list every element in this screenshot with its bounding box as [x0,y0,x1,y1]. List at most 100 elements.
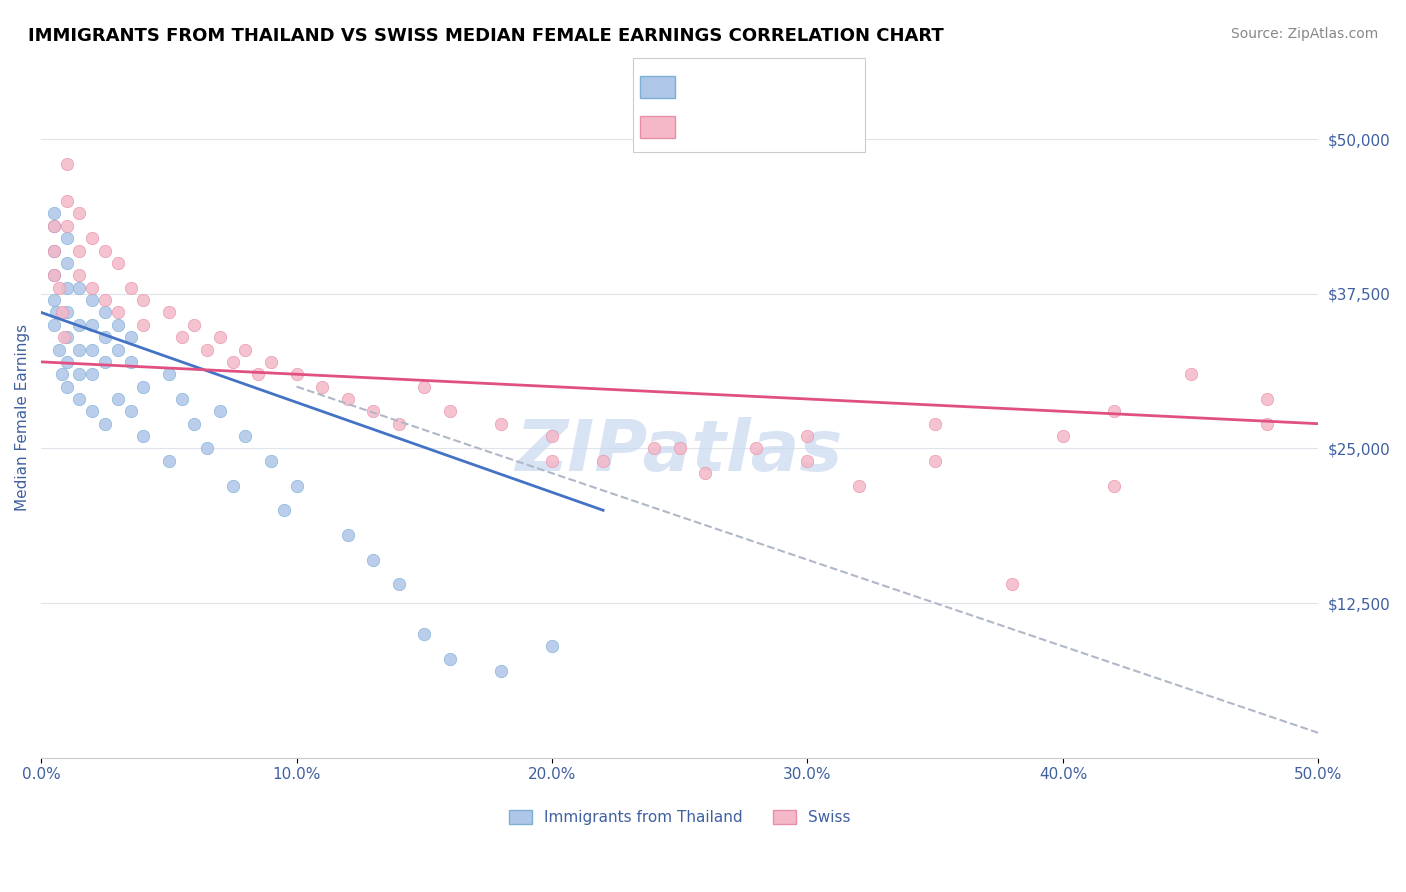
Text: ZIPatlas: ZIPatlas [516,417,844,486]
Point [1180,368,1202,382]
Point [1256,392,1278,406]
Point [107,305,129,319]
Point [82,231,104,245]
Point [94,417,117,431]
Text: R =: R = [685,114,721,132]
Text: 56: 56 [820,74,842,92]
Point [48,343,70,357]
Point [42,293,65,307]
Point [388,577,411,591]
Point [82,318,104,332]
Point [45,305,67,319]
Text: R =: R = [685,74,721,92]
Point [848,478,870,492]
Point [489,417,512,431]
Point [94,244,117,258]
Point [413,627,436,641]
Point [222,478,245,492]
Point [183,318,205,332]
Point [82,281,104,295]
Point [170,330,193,344]
Point [42,318,65,332]
Text: N =: N = [787,74,824,92]
Point [82,404,104,418]
Point [222,355,245,369]
Point [1102,478,1125,492]
Point [273,503,295,517]
Point [120,281,142,295]
Point [94,330,117,344]
Point [67,281,90,295]
Point [55,194,77,208]
Point [439,651,461,665]
Point [51,368,73,382]
Point [157,454,180,468]
Point [55,305,77,319]
Y-axis label: Median Female Earnings: Median Female Earnings [15,324,30,511]
Point [55,157,77,171]
Text: -0.305: -0.305 [717,74,776,92]
Point [247,368,270,382]
Point [67,318,90,332]
Point [120,330,142,344]
Text: IMMIGRANTS FROM THAILAND VS SWISS MEDIAN FEMALE EARNINGS CORRELATION CHART: IMMIGRANTS FROM THAILAND VS SWISS MEDIAN… [28,27,943,45]
Point [413,379,436,393]
Point [541,454,564,468]
Point [48,281,70,295]
Point [107,256,129,270]
Text: -0.125: -0.125 [717,114,776,132]
Text: 57: 57 [820,114,842,132]
Point [195,442,218,456]
Point [1256,417,1278,431]
Point [235,343,257,357]
Point [796,454,818,468]
Point [42,268,65,283]
Point [67,244,90,258]
Point [42,244,65,258]
Point [107,318,129,332]
Point [157,305,180,319]
Point [67,206,90,220]
Point [94,355,117,369]
Point [924,454,946,468]
Point [260,355,283,369]
Point [183,417,205,431]
Point [120,355,142,369]
Point [1102,404,1125,418]
Point [132,293,155,307]
Point [260,454,283,468]
Point [107,343,129,357]
Point [55,281,77,295]
Legend: Immigrants from Thailand, Swiss: Immigrants from Thailand, Swiss [503,805,856,831]
Point [132,429,155,443]
Point [668,442,690,456]
Point [82,368,104,382]
Point [208,404,231,418]
Text: N =: N = [787,114,824,132]
Point [235,429,257,443]
Point [55,330,77,344]
Point [1052,429,1074,443]
Point [285,368,308,382]
Point [94,293,117,307]
Point [55,355,77,369]
Point [55,256,77,270]
Point [82,343,104,357]
Point [924,417,946,431]
Point [388,417,411,431]
Point [361,404,384,418]
Point [541,640,564,654]
Point [82,293,104,307]
Point [42,219,65,233]
Point [592,454,614,468]
Point [132,379,155,393]
Point [107,392,129,406]
Point [439,404,461,418]
Point [157,368,180,382]
Point [42,268,65,283]
Point [195,343,218,357]
Point [541,429,564,443]
Point [1001,577,1024,591]
Point [695,466,717,480]
Point [42,244,65,258]
